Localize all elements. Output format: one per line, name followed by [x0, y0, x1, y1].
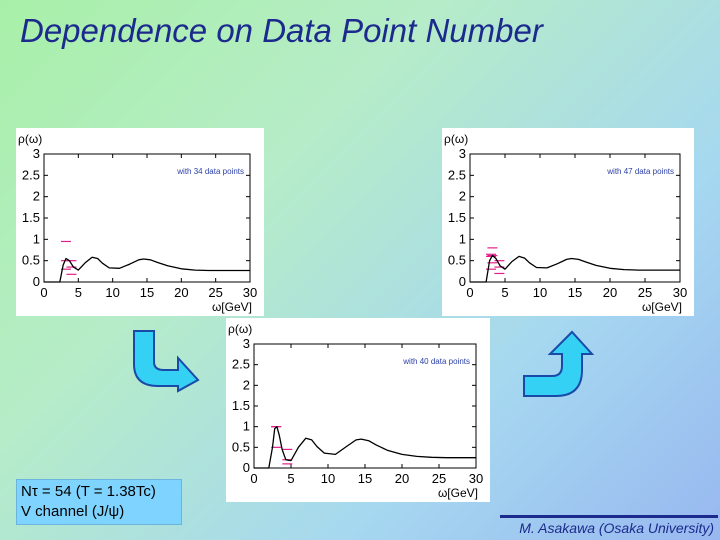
y-tick-label: 0	[33, 274, 40, 289]
y-tick-label: 1	[459, 231, 466, 246]
parameter-note: Nτ = 54 (T = 1.38Tc) V channel (J/ψ)	[16, 479, 182, 525]
x-tick-label: 10	[533, 285, 547, 300]
down-right-arrow-icon	[133, 330, 200, 393]
y-axis-label: ρ(ω)	[18, 132, 42, 146]
y-tick-label: 3	[459, 146, 466, 161]
y-tick-label: 1.5	[448, 210, 466, 225]
data-points-annotation: with 34 data points	[176, 167, 244, 176]
chart-panel-40: 0 0.5 1 1.5 2 2.5 3 0 5 10 15 20 25 30 ρ(ω) ω[GeV] with …	[226, 318, 490, 502]
y-tick-label: 2	[33, 189, 40, 204]
y-tick-label: 0.5	[232, 439, 250, 454]
x-tick-label: 25	[432, 471, 446, 486]
x-tick-label: 15	[140, 285, 154, 300]
y-tick-label: 2	[243, 377, 250, 392]
x-axis-label: ω[GeV]	[438, 486, 478, 500]
y-tick-label: 0	[459, 274, 466, 289]
x-tick-label: 0	[466, 285, 473, 300]
y-axis-label: ρ(ω)	[228, 322, 252, 336]
up-right-arrow-icon	[523, 330, 594, 397]
y-tick-label: 1.5	[22, 210, 40, 225]
x-tick-label: 0	[40, 285, 47, 300]
y-tick-label: 0.5	[448, 253, 466, 268]
spectral-function-line	[470, 254, 680, 283]
x-tick-label: 10	[321, 471, 335, 486]
data-points-annotation: with 47 data points	[606, 167, 674, 176]
y-tick-label: 0.5	[22, 253, 40, 268]
x-tick-label: 5	[287, 471, 294, 486]
y-tick-label: 2.5	[22, 167, 40, 182]
x-tick-label: 20	[603, 285, 617, 300]
y-tick-label: 1.5	[232, 398, 250, 413]
y-tick-label: 0	[243, 460, 250, 475]
chart-panel-47: 0 0.5 1 1.5 2 2.5 3 0 5 10 15 20 25 30 ρ(ω) ω[GeV] with …	[442, 128, 694, 316]
y-tick-label: 1	[33, 231, 40, 246]
chart-47: 00.511.522.530 5 10 15 20 25 30ρ(ω)ω[GeV]with …	[444, 132, 687, 314]
spectral-function-line	[254, 426, 476, 469]
y-tick-label: 1	[243, 419, 250, 434]
x-axis-label: ω[GeV]	[212, 300, 252, 314]
spectral-function-line	[44, 256, 250, 283]
x-tick-label: 5	[501, 285, 508, 300]
x-tick-label: 25	[208, 285, 222, 300]
x-tick-label: 5	[75, 285, 82, 300]
chart-34: 00.511.522.530 5 10 15 20 25 30ρ(ω)ω[GeV]with …	[18, 132, 257, 314]
x-tick-label: 25	[638, 285, 652, 300]
x-tick-label: 20	[174, 285, 188, 300]
x-tick-label: 20	[395, 471, 409, 486]
x-tick-label: 15	[568, 285, 582, 300]
slide-title: Dependence on Data Point Number	[20, 12, 543, 49]
y-tick-label: 3	[33, 146, 40, 161]
x-tick-label: 30	[673, 285, 687, 300]
y-tick-label: 2.5	[232, 357, 250, 372]
x-tick-label: 10	[105, 285, 119, 300]
y-tick-label: 3	[243, 336, 250, 351]
note-line-1: Nτ = 54 (T = 1.38Tc)	[21, 483, 156, 500]
y-axis-label: ρ(ω)	[444, 132, 468, 146]
x-axis-label: ω[GeV]	[642, 300, 682, 314]
data-points-annotation: with 40 data points	[402, 357, 470, 366]
x-tick-label: 30	[243, 285, 257, 300]
x-tick-label: 0	[250, 471, 257, 486]
note-line-2: V channel (J/ψ)	[21, 503, 125, 520]
x-tick-label: 15	[358, 471, 372, 486]
y-tick-label: 2	[459, 189, 466, 204]
x-tick-label: 30	[469, 471, 483, 486]
chart-panel-34: 0 0.5 1 1.5 2 2.5 3 0 5 10 15 20 25 30 ρ(ω) ω[GeV] with …	[16, 128, 264, 316]
author-credit: M. Asakawa (Osaka University)	[500, 515, 718, 537]
y-tick-label: 2.5	[448, 167, 466, 182]
chart-40: 00.511.522.530 5 10 15 20 25 30ρ(ω)ω[GeV]with …	[228, 322, 483, 500]
